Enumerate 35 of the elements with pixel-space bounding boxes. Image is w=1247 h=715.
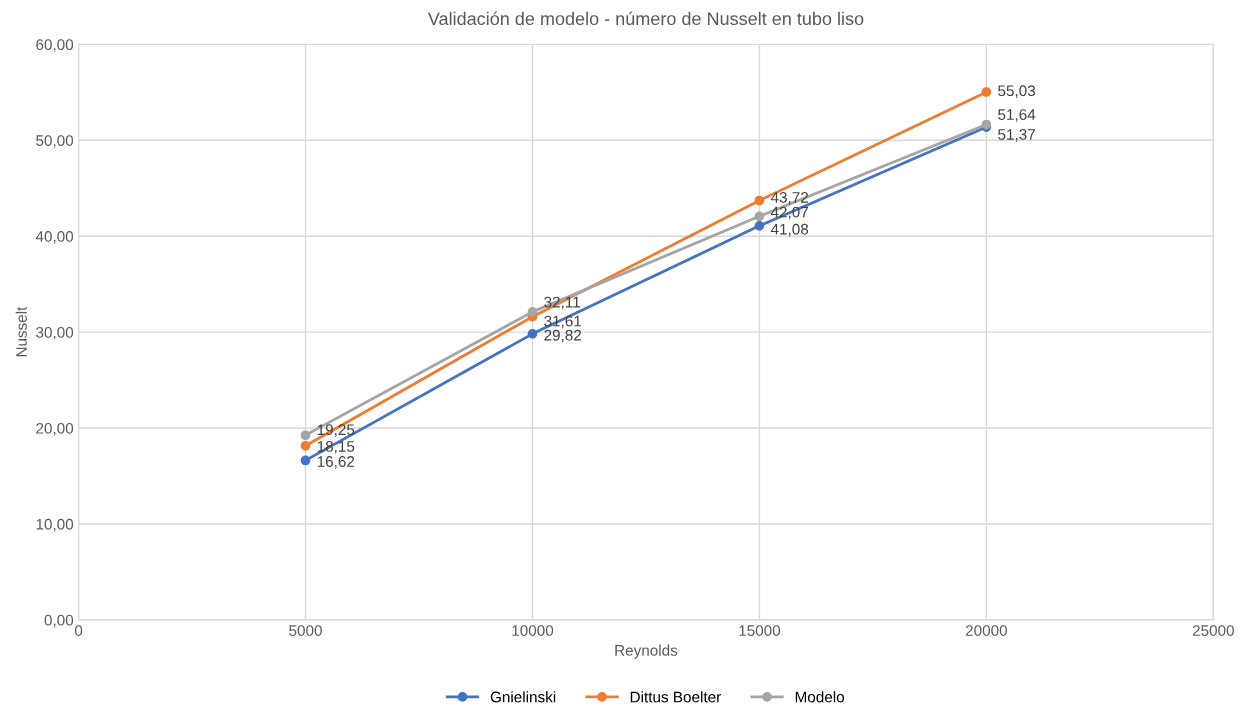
y-tick-label: 30,00 <box>36 326 74 340</box>
point <box>754 211 765 222</box>
y-tick-label: 0,00 <box>44 614 74 628</box>
x-axis-title: Reynolds <box>615 644 678 659</box>
data-label: 43,72 <box>770 192 808 205</box>
x-tick-label: 5000 <box>289 625 322 636</box>
data-label: 55,03 <box>998 85 1036 98</box>
y-tick-label: 40,00 <box>35 231 74 244</box>
point <box>300 455 311 466</box>
legend-label: Modelo <box>795 691 845 703</box>
point <box>754 195 765 206</box>
y-tick-label: 10,00 <box>36 518 74 532</box>
point <box>754 220 765 231</box>
point <box>300 430 311 441</box>
legend-label: Gnielinski <box>490 691 556 703</box>
point <box>300 440 311 451</box>
y-tick-label: 60,00 <box>36 39 74 52</box>
data-label: 41,08 <box>770 223 809 237</box>
y-axis-title: Nusselt <box>15 306 27 357</box>
data-label: 29,82 <box>544 329 582 343</box>
x-tick-label: 10000 <box>512 625 554 636</box>
y-tick-label: 50,00 <box>36 135 74 148</box>
point <box>981 87 992 97</box>
x-tick-label: 15000 <box>739 625 781 636</box>
chart-title: Validación de modelo - número de Nusselt en tubo liso <box>427 11 864 26</box>
legend-label: Dittus Boelter <box>630 691 721 703</box>
x-tick-label: 25000 <box>1192 625 1234 636</box>
data-label: 51,64 <box>998 109 1036 122</box>
x-tick-label: 0 <box>74 625 83 636</box>
y-tick-label: 20,00 <box>36 422 74 436</box>
data-label: 51,37 <box>998 129 1035 142</box>
x-tick-label: 20000 <box>965 625 1008 636</box>
point <box>527 307 538 317</box>
point <box>527 328 538 339</box>
data-label: 16,62 <box>317 456 355 469</box>
